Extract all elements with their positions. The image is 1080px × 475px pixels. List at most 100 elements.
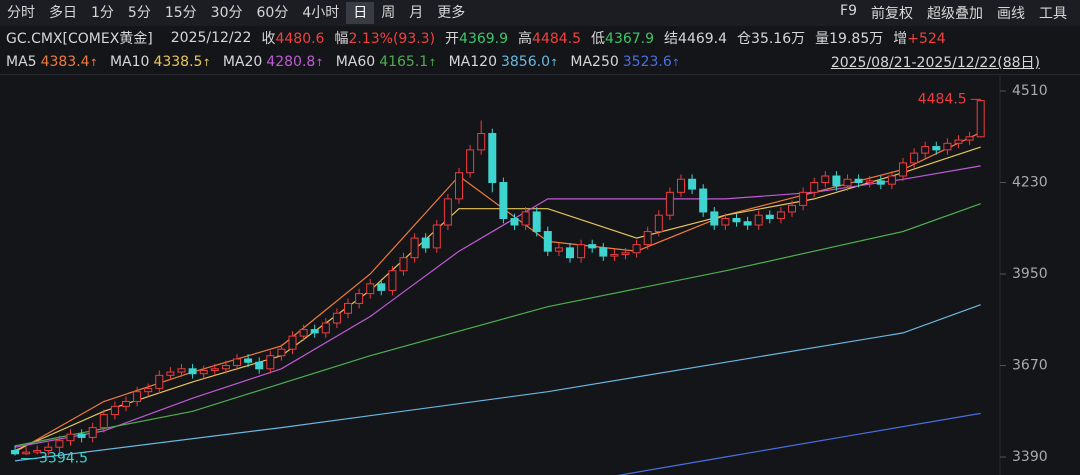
tab[interactable]: 15分 [164,5,197,21]
quote-field: 开4369.9 [445,28,508,48]
candle-body [110,405,119,416]
tab[interactable]: 分时 [7,5,35,21]
date: 2025/12/22 [170,30,252,46]
candle-body [610,253,619,257]
legend-item: MA5 4383.4 [6,54,98,70]
tab[interactable]: 日 [346,2,375,24]
field-value: 2.13%(93.3) [348,31,436,47]
candle-body [954,139,963,144]
candle-body [155,374,164,389]
field-label: 开 [445,31,460,47]
candle-body [122,400,130,407]
legend-item: MA20 4280.8 [223,54,324,70]
candle-body [543,231,552,252]
quote-bar: GC.CMX[COMEX黄金] 2025/12/22 收4480.6 幅2.13%(9… [0,26,1080,50]
tool[interactable]: 画线 [997,6,1025,22]
legend-value: 4383.4 [41,54,98,70]
candle-body [810,182,819,193]
candle-body [621,252,630,255]
candle-body [566,247,574,259]
plot [11,98,985,475]
tab[interactable]: 5分 [127,5,151,21]
candle-body [332,312,341,324]
candle-body [266,355,275,370]
tab[interactable]: 30分 [210,5,243,21]
legend-item: MA120 3856.0 [449,54,559,70]
candle-body [510,217,519,226]
date-range[interactable]: 2025/08/21-2025/12/22(88日) [830,55,1040,71]
field-label: 仓 [737,31,752,47]
tools: F9 前复权 超级叠加 画线 工具 [833,3,1074,23]
quote-field: 增+524 [893,28,945,48]
candle-body [477,133,486,151]
tab[interactable]: 月 [409,5,424,21]
candle-body [77,433,86,438]
field-label: 增 [893,31,908,47]
candle-body [821,175,830,184]
candle-body [210,368,219,371]
candle-body [299,329,308,337]
candle-body [865,180,874,184]
candle-body [887,175,896,185]
tool[interactable]: 工具 [1039,6,1067,22]
tab[interactable]: 周 [381,5,396,21]
field-value: 4469.4 [678,31,728,47]
candle-body [355,293,364,304]
candle-body [577,244,586,259]
tool[interactable]: F9 [840,3,857,19]
candle-body [233,358,241,367]
quote-field: 量19.85万 [815,28,883,48]
candle-body [643,231,652,246]
field-value: +524 [907,31,946,47]
candle-body [221,365,230,370]
candle-body [466,149,475,174]
candle-body [832,175,841,187]
candle-body [66,433,75,442]
candle-body [443,198,452,226]
field-value: 4484.5 [532,31,582,47]
candle-body [910,152,919,164]
candle-body [177,368,186,373]
candle-body [33,449,42,453]
field-value: 35.16万 [751,31,806,47]
candle-body [399,257,408,272]
field-value: 4369.9 [459,31,509,47]
legend-item: MA250 3523.6 [570,54,680,70]
candle-body [366,283,375,295]
candle-body [776,211,785,219]
symbol: GC.CMX[COMEX黄金] [6,31,153,47]
ma-line [617,412,981,475]
field-value: 4480.6 [275,31,325,47]
candle-body [688,178,697,190]
field-label: 量 [815,31,830,47]
field-label: 结 [664,31,679,47]
quote-field: 低4367.9 [591,28,654,48]
tab[interactable]: 多日 [49,5,77,21]
candle-body [22,451,31,455]
candle-body [521,211,530,226]
tool[interactable]: 超级叠加 [927,6,983,22]
tab[interactable]: 60分 [256,5,289,21]
candle-body [410,237,419,259]
candle-body [99,414,108,429]
quote-field: 仓35.16万 [737,28,805,48]
candle-body [133,391,142,402]
candle-body [943,142,952,151]
tab[interactable]: 4小时 [302,5,340,21]
toolbar: 分时 多日 1分 5分 15分 30分 60分 4小时日周月更多 F9 前复权 超级叠加 画线 工具 [0,0,1080,26]
candle-body [899,162,907,177]
candle-body [599,247,608,257]
tool[interactable]: 前复权 [871,6,913,22]
candle-body [721,217,730,226]
field-value: 4367.9 [605,31,655,47]
tab[interactable]: 1分 [91,5,114,21]
candle-body [532,211,541,233]
field-value: 19.85万 [829,31,884,47]
candle-body [921,146,930,154]
candle-body [699,188,708,213]
legend-value: 4280.8 [266,54,323,70]
candle-body [377,283,386,291]
tab[interactable]: 更多 [437,5,466,21]
legend-name: MA5 [6,54,37,70]
